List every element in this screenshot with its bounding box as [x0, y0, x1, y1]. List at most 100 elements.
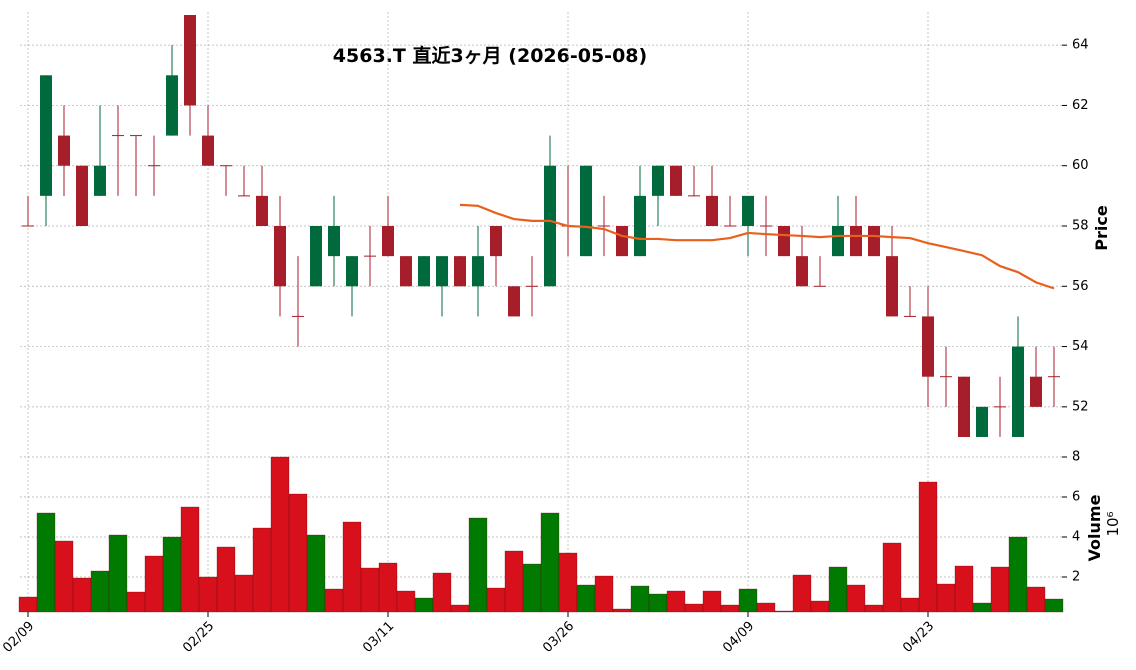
volume-bar [36, 512, 56, 613]
volume-bar [234, 574, 254, 613]
candle-body [958, 376, 970, 437]
candle-body [472, 256, 484, 287]
volume-bar [720, 604, 740, 613]
y-axis-label: Volume [1085, 494, 1104, 561]
volume-bar [540, 512, 560, 613]
candle-body [526, 285, 538, 287]
candle-body [634, 195, 646, 257]
candle-body [202, 135, 214, 166]
volume-bar [216, 546, 236, 613]
y-tick-label: 60 [1072, 158, 1089, 173]
volume-bar [252, 527, 272, 613]
volume-bar [288, 493, 308, 613]
candle-body [22, 225, 34, 227]
candle-body [850, 226, 862, 257]
candle-body [184, 15, 196, 106]
candle-body [868, 226, 880, 257]
candle-body [94, 165, 106, 196]
volume-bar [414, 597, 434, 613]
volume-bar [270, 456, 290, 613]
volume-bar [864, 604, 884, 613]
volume-bar [918, 481, 938, 613]
candle-body [1048, 376, 1060, 378]
volume-bar [342, 521, 362, 613]
candle-body [130, 135, 142, 137]
candle-body [238, 195, 250, 197]
candle-body [1030, 376, 1042, 407]
candle-body [688, 195, 700, 197]
volume-bar [738, 588, 758, 613]
candle-body [616, 226, 628, 257]
volume-bar [180, 506, 200, 613]
candle-body [274, 226, 286, 287]
candle-body [508, 286, 520, 317]
candle-body [418, 256, 430, 287]
x-tick-label: 03/26 [540, 619, 577, 656]
volume-bar [1044, 598, 1064, 613]
volume-bar [486, 587, 506, 613]
candle-body [346, 256, 358, 287]
volume-bar [792, 574, 812, 613]
volume-bar [72, 577, 92, 613]
volume-bar [846, 584, 866, 613]
chart-title: 4563.T 直近3ヶ月 (2026-05-08) [333, 44, 647, 67]
y-tick-label: 58 [1072, 219, 1089, 234]
candle-body [328, 226, 340, 257]
y-tick-label: 6 [1072, 490, 1080, 505]
volume-bar [1026, 586, 1046, 613]
candle-body [760, 225, 772, 227]
volume-bar [450, 604, 470, 613]
candle-body [580, 165, 592, 257]
y-tick-label: 8 [1072, 450, 1080, 465]
candle-body [724, 225, 736, 227]
volume-bar [144, 555, 164, 613]
candle-body [292, 315, 304, 317]
volume-bar [666, 590, 686, 613]
candle-body [220, 165, 232, 167]
candle-body [1012, 346, 1024, 437]
candle-body [382, 226, 394, 257]
volume-bar [702, 590, 722, 613]
x-tick-label: 02/25 [180, 619, 217, 656]
x-tick-label: 04/23 [900, 619, 937, 656]
candle-body [652, 165, 664, 196]
y-axis-label: Price [1092, 205, 1111, 251]
x-tick-label: 02/09 [0, 619, 37, 656]
y-tick-label: 62 [1072, 98, 1089, 113]
volume-bar [756, 602, 776, 613]
volume-bar [198, 576, 218, 613]
volume-bar [612, 608, 632, 613]
candle-body [940, 376, 952, 378]
candle-body [742, 195, 754, 226]
volume-bar [990, 566, 1010, 613]
volume-bar [648, 593, 668, 613]
y-tick-label: 56 [1072, 279, 1089, 294]
candle-body [112, 135, 124, 137]
candle-body [436, 256, 448, 287]
volume-bar [162, 536, 182, 613]
candle-body [76, 165, 88, 226]
candle-body [814, 285, 826, 287]
candle-body [256, 195, 268, 226]
volume-bar [810, 600, 830, 613]
candle-body [166, 75, 178, 136]
volume-bar [522, 563, 542, 613]
candle-body [796, 256, 808, 287]
volume-bar [828, 566, 848, 613]
candle-body [778, 226, 790, 257]
volume-bar [18, 596, 38, 613]
candle-body [922, 316, 934, 377]
volume-bar [630, 585, 650, 613]
candle-body [490, 226, 502, 257]
candle-body [364, 255, 376, 257]
candle-body [148, 165, 160, 167]
volume-bar [432, 572, 452, 613]
candle-body [994, 406, 1006, 408]
candle-body [670, 165, 682, 196]
volume-bar [378, 562, 398, 613]
volume-bar [882, 542, 902, 613]
candle-body [544, 165, 556, 287]
volume-bar [396, 590, 416, 613]
x-tick-label: 04/09 [720, 619, 757, 656]
volume-bar [54, 540, 74, 613]
